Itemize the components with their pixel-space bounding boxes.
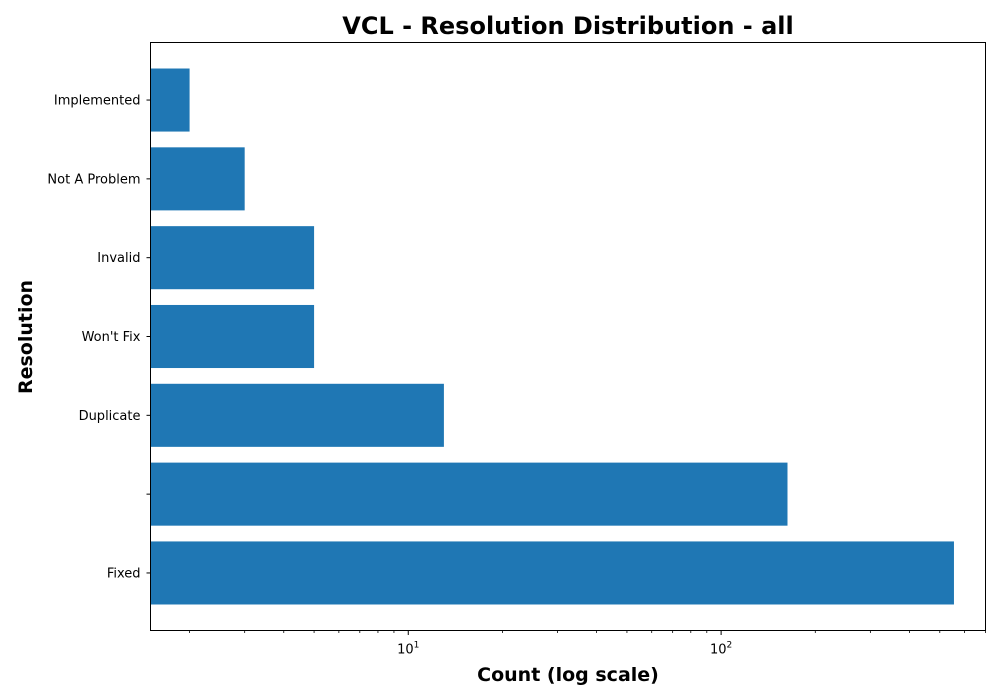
plot-frame [150,42,986,631]
bar-unlabeled [150,462,788,526]
bar-implemented [150,68,190,132]
y-axis-ticks: Fixed Duplicate Won't Fix Invalid Not A Prob… [47,94,151,581]
y-tick-label: Duplicate [79,409,141,424]
y-tick-label: Fixed [107,566,141,581]
chart-title: VCL - Resolution Distribution - all [342,12,793,40]
bar-not-a-problem [150,147,245,211]
bar-invalid [150,226,315,290]
bar-duplicate [150,383,444,447]
y-tick-label: Not A Problem [47,172,140,187]
bar-fixed [150,541,954,605]
y-tick-label: Won't Fix [82,330,141,345]
y-tick-label: Invalid [97,251,140,266]
y-axis-label: Resolution [15,280,37,394]
bar-won-t-fix [150,304,315,369]
x-tick-label: 101 [397,641,419,658]
x-axis-label: Count (log scale) [477,664,659,686]
bars-group [150,68,954,605]
y-tick-label: Implemented [54,94,141,109]
x-tick-label: 102 [710,641,732,658]
